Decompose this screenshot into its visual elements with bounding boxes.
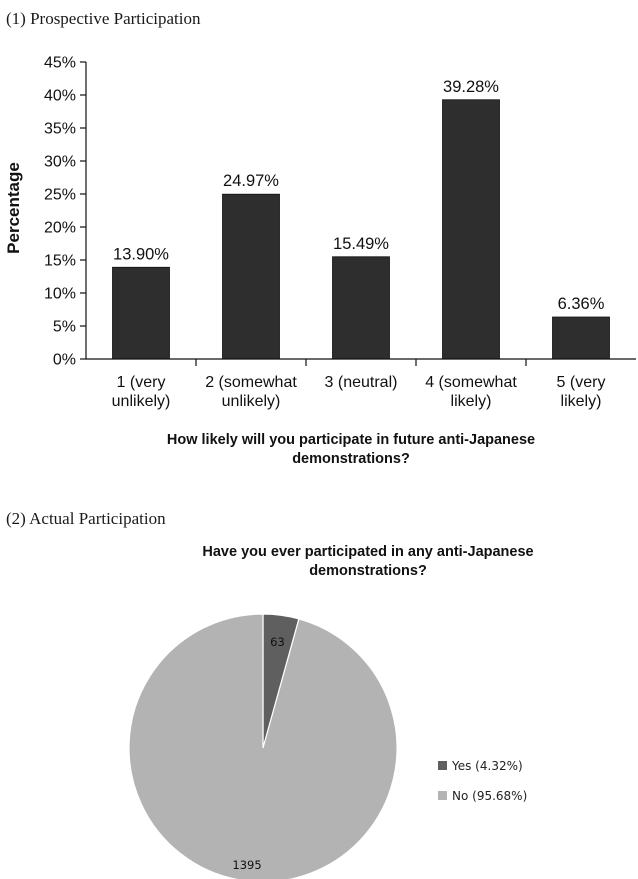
pie-chart: Have you ever participated in any anti-J… bbox=[128, 544, 534, 879]
y-tick-label: 25% bbox=[44, 187, 76, 204]
bar bbox=[332, 256, 390, 360]
y-tick-label: 15% bbox=[44, 253, 76, 270]
legend-swatch bbox=[438, 761, 447, 770]
pie-title-line-1: Have you ever participated in any anti-J… bbox=[202, 544, 533, 560]
bar-value-label: 15.49% bbox=[333, 235, 389, 253]
y-axis-ticks: 0% 5% 10% 15% 20% 25% 30% 35% 40% 45% bbox=[44, 55, 527, 369]
pie-slice-label: 1395 bbox=[232, 858, 261, 872]
bar-value-label: 24.97% bbox=[223, 172, 279, 190]
section-caption-actual: (2) Actual Participation bbox=[6, 509, 166, 528]
x-category-label: 3 (neutral) bbox=[325, 374, 398, 391]
x-category-label: 4 (somewhat bbox=[425, 374, 517, 391]
legend-label: No (95.68%) bbox=[452, 789, 527, 803]
y-tick-label: 5% bbox=[53, 319, 76, 336]
pie-slice-label: 63 bbox=[270, 635, 285, 649]
bar bbox=[112, 266, 170, 360]
legend-swatch bbox=[438, 791, 447, 800]
x-axis-category-labels: 1 (very unlikely) 2 (somewhat unlikely) 3 (n… bbox=[112, 374, 606, 410]
y-tick-label: 10% bbox=[44, 286, 76, 303]
x-category-label: 1 (very bbox=[117, 374, 166, 391]
pie-slice bbox=[128, 613, 398, 879]
x-category-label: unlikely) bbox=[112, 393, 171, 410]
bars bbox=[112, 99, 610, 360]
y-tick-label: 0% bbox=[53, 352, 76, 369]
y-tick-label: 40% bbox=[44, 88, 76, 105]
bar-value-label: 39.28% bbox=[443, 78, 499, 96]
data-labels: 13.90% 24.97% 15.49% 39.28% 6.36% bbox=[113, 78, 605, 313]
x-axis-title-line-1: How likely will you participate in futur… bbox=[167, 432, 535, 448]
y-axis-label: Percentage bbox=[4, 162, 23, 254]
bar-value-label: 13.90% bbox=[113, 245, 169, 263]
section-caption-prospective: (1) Prospective Participation bbox=[6, 9, 201, 28]
bar bbox=[552, 316, 610, 360]
x-category-label: 5 (very bbox=[557, 374, 606, 391]
x-axis-title-line-2: demonstrations? bbox=[292, 451, 410, 467]
pie-legend: Yes (4.32%) No (95.68%) bbox=[438, 759, 527, 803]
y-tick-label: 20% bbox=[44, 220, 76, 237]
x-category-label: likely) bbox=[561, 393, 602, 410]
pie-slices bbox=[128, 613, 398, 879]
legend-label: Yes (4.32%) bbox=[451, 759, 523, 773]
y-tick-label: 45% bbox=[44, 55, 76, 72]
y-tick-label: 35% bbox=[44, 121, 76, 138]
x-category-label: 2 (somewhat bbox=[205, 374, 297, 391]
y-tick-label: 30% bbox=[44, 154, 76, 171]
bar bbox=[442, 99, 500, 360]
pie-title-line-2: demonstrations? bbox=[309, 563, 427, 579]
bar-chart: 0% 5% 10% 15% 20% 25% 30% 35% 40% 45% 13.90% 24.97… bbox=[4, 55, 636, 467]
pie-slice-labels: 63 1395 bbox=[232, 635, 284, 872]
x-category-label: likely) bbox=[451, 393, 492, 410]
bar bbox=[222, 193, 280, 360]
bar-value-label: 6.36% bbox=[558, 295, 605, 313]
x-category-label: unlikely) bbox=[222, 393, 281, 410]
